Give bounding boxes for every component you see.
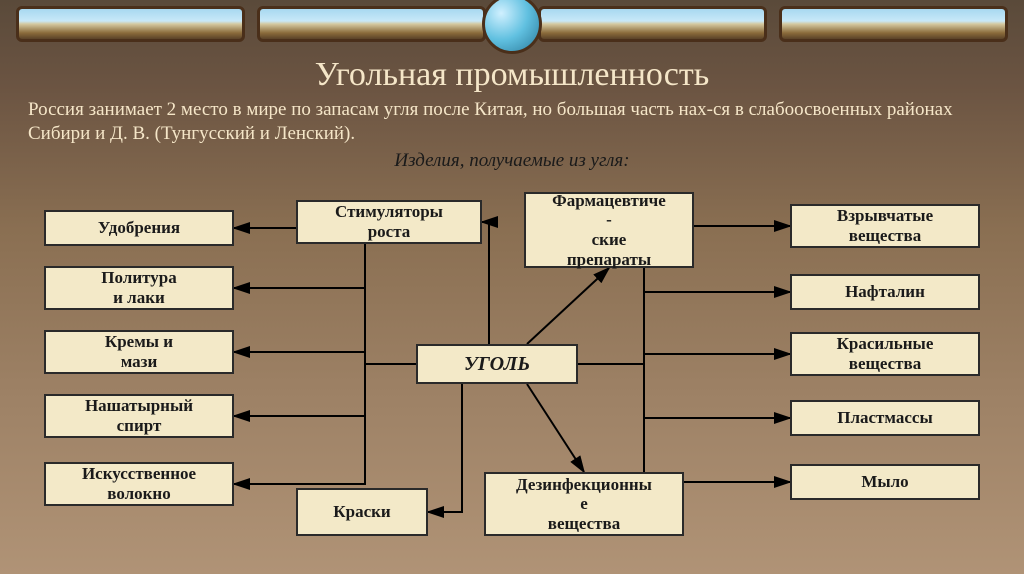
node-n10: Взрывчатыевещества xyxy=(790,204,980,248)
node-n8: Краски xyxy=(296,488,428,536)
subtitle-text: Россия занимает 2 место в мире по запаса… xyxy=(0,94,1024,148)
node-n13: Пластмассы xyxy=(790,400,980,436)
banner-panel-mid-right xyxy=(538,6,767,42)
globe-icon xyxy=(482,0,542,54)
node-n7: Фармацевтиче-скиепрепараты xyxy=(524,192,694,268)
banner-panel-left xyxy=(16,6,245,42)
coal-diagram: УГОЛЬ Удобрения Политураи лаки Кремы имази Н… xyxy=(0,200,1024,574)
banner-panel-mid-left xyxy=(257,6,486,42)
node-n6: Стимуляторыроста xyxy=(296,200,482,244)
node-n11: Нафталин xyxy=(790,274,980,310)
node-n9: Дезинфекционныевещества xyxy=(484,472,684,536)
node-n5: Искусственноеволокно xyxy=(44,462,234,506)
node-n1: Удобрения xyxy=(44,210,234,246)
node-n12: Красильныевещества xyxy=(790,332,980,376)
node-n2: Политураи лаки xyxy=(44,266,234,310)
center-node-coal: УГОЛЬ xyxy=(416,344,578,384)
node-n4: Нашатырныйспирт xyxy=(44,394,234,438)
top-banner xyxy=(0,0,1024,48)
subheading-text: Изделия, получаемые из угля: xyxy=(0,150,1024,172)
node-n14: Мыло xyxy=(790,464,980,500)
banner-panel-right xyxy=(779,6,1008,42)
page-title: Угольная промышленность xyxy=(0,56,1024,94)
node-n3: Кремы имази xyxy=(44,330,234,374)
